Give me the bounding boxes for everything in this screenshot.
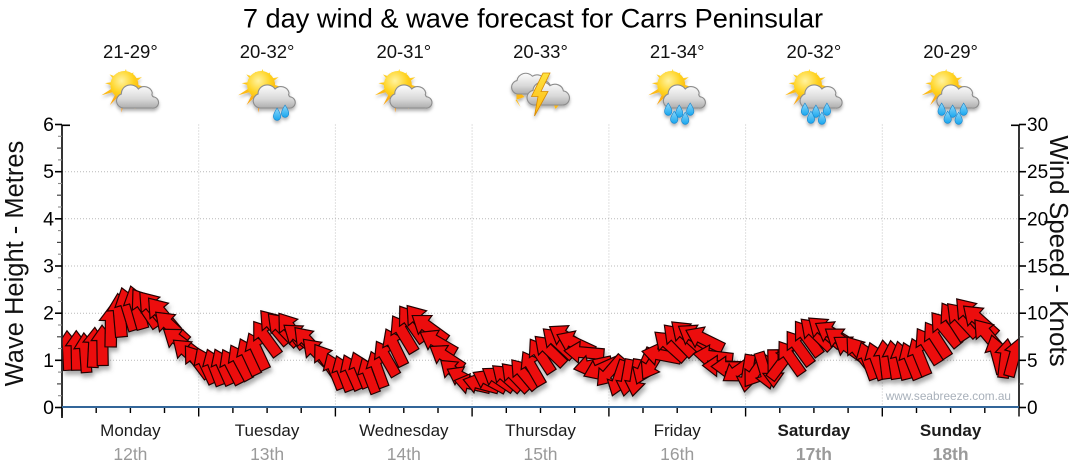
- svg-text:21-34°: 21-34°: [650, 41, 705, 62]
- svg-text:Thursday: Thursday: [505, 421, 576, 440]
- svg-text:0: 0: [1027, 398, 1038, 419]
- svg-text:10: 10: [1027, 304, 1048, 325]
- svg-text:5: 5: [1027, 351, 1038, 372]
- svg-text:21-29°: 21-29°: [103, 41, 158, 62]
- svg-text:1: 1: [43, 350, 54, 372]
- svg-text:Wednesday: Wednesday: [359, 421, 449, 440]
- svg-text:14th: 14th: [387, 444, 421, 464]
- svg-text:0: 0: [43, 397, 54, 419]
- svg-text:5: 5: [43, 161, 54, 183]
- svg-text:12th: 12th: [113, 444, 147, 464]
- svg-text:16th: 16th: [660, 444, 694, 464]
- svg-text:13th: 13th: [250, 444, 284, 464]
- svg-text:Wave Height - Metres: Wave Height - Metres: [1, 141, 29, 387]
- svg-text:4: 4: [43, 208, 54, 230]
- svg-text:20-32°: 20-32°: [240, 41, 295, 62]
- svg-text:2: 2: [43, 303, 54, 325]
- svg-text:20-33°: 20-33°: [513, 41, 568, 62]
- svg-text:Friday: Friday: [654, 421, 702, 440]
- svg-text:18th: 18th: [933, 444, 969, 464]
- svg-text:Saturday: Saturday: [778, 421, 851, 440]
- svg-text:20-32°: 20-32°: [787, 41, 842, 62]
- svg-text:20-31°: 20-31°: [376, 41, 431, 62]
- svg-text:Sunday: Sunday: [920, 421, 982, 440]
- svg-text:20: 20: [1027, 209, 1048, 230]
- svg-text:6: 6: [43, 114, 54, 136]
- svg-text:25: 25: [1027, 162, 1048, 183]
- svg-text:15: 15: [1027, 257, 1048, 278]
- svg-text:Wind Speed - Knots: Wind Speed - Knots: [1044, 135, 1074, 366]
- svg-text:Tuesday: Tuesday: [235, 421, 300, 440]
- svg-text:15th: 15th: [523, 444, 557, 464]
- svg-text:7 day wind & wave forecast for: 7 day wind & wave forecast for Carrs Pen…: [243, 3, 823, 34]
- svg-text:20-29°: 20-29°: [923, 41, 978, 62]
- svg-text:17th: 17th: [796, 444, 832, 464]
- svg-text:www.seabreeze.com.au: www.seabreeze.com.au: [885, 389, 1011, 403]
- svg-text:30: 30: [1027, 115, 1048, 136]
- svg-text:Monday: Monday: [100, 421, 161, 440]
- svg-text:3: 3: [43, 256, 54, 278]
